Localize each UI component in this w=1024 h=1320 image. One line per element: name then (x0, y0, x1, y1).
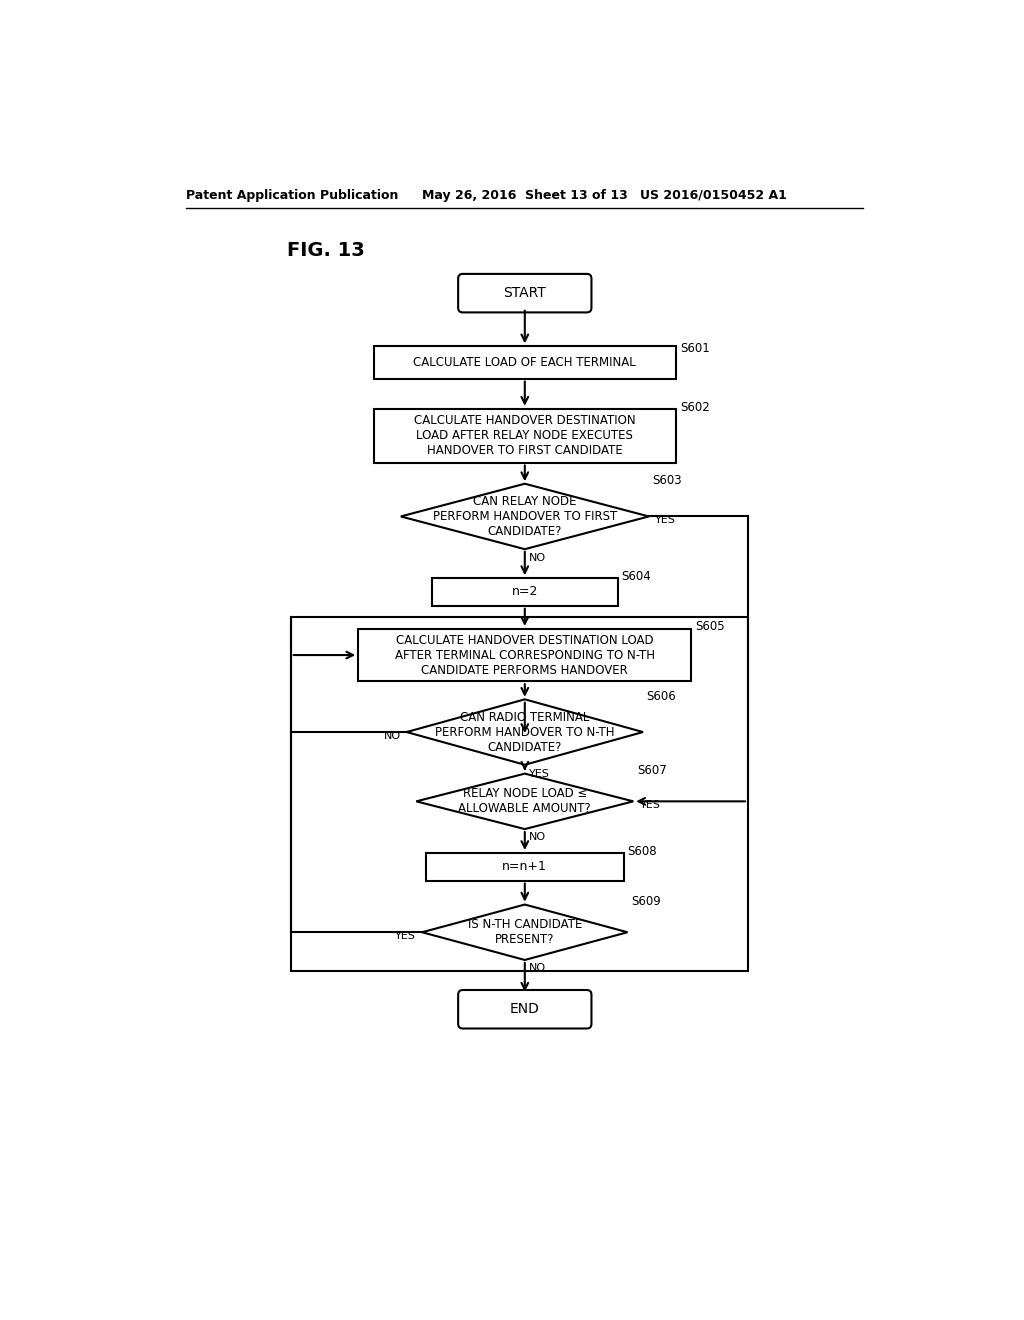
Text: n=2: n=2 (512, 585, 538, 598)
Text: NO: NO (384, 731, 400, 741)
Text: CALCULATE HANDOVER DESTINATION LOAD
AFTER TERMINAL CORRESPONDING TO N-TH
CANDIDA: CALCULATE HANDOVER DESTINATION LOAD AFTE… (395, 634, 654, 677)
Text: S601: S601 (680, 342, 710, 355)
Bar (432, 578, 617, 606)
Bar (374, 346, 676, 379)
Bar (426, 853, 624, 880)
Text: S606: S606 (646, 690, 676, 702)
Text: YES: YES (528, 770, 550, 779)
Text: S609: S609 (631, 895, 660, 908)
Text: NO: NO (528, 553, 546, 564)
Text: Patent Application Publication: Patent Application Publication (186, 189, 398, 202)
Text: S602: S602 (680, 401, 710, 414)
FancyBboxPatch shape (458, 275, 592, 313)
Text: YES: YES (640, 800, 660, 810)
Text: S607: S607 (637, 764, 667, 776)
Text: YES: YES (395, 931, 417, 941)
Text: S605: S605 (695, 620, 725, 634)
Polygon shape (407, 700, 643, 764)
Text: IS N-TH CANDIDATE
PRESENT?: IS N-TH CANDIDATE PRESENT? (468, 919, 582, 946)
Polygon shape (422, 904, 628, 960)
Text: NO: NO (528, 832, 546, 842)
Text: CAN RELAY NODE
PERFORM HANDOVER TO FIRST
CANDIDATE?: CAN RELAY NODE PERFORM HANDOVER TO FIRST… (433, 495, 616, 539)
Text: CALCULATE HANDOVER DESTINATION
LOAD AFTER RELAY NODE EXECUTES
HANDOVER TO FIRST : CALCULATE HANDOVER DESTINATION LOAD AFTE… (414, 414, 636, 457)
Bar (358, 628, 691, 681)
Text: n=n+1: n=n+1 (503, 861, 547, 874)
Text: NO: NO (528, 964, 546, 973)
FancyBboxPatch shape (458, 990, 592, 1028)
Polygon shape (400, 483, 649, 549)
Text: FIG. 13: FIG. 13 (287, 242, 365, 260)
Text: US 2016/0150452 A1: US 2016/0150452 A1 (640, 189, 786, 202)
Bar (374, 409, 676, 462)
Text: CALCULATE LOAD OF EACH TERMINAL: CALCULATE LOAD OF EACH TERMINAL (414, 356, 636, 370)
Text: YES: YES (655, 515, 676, 525)
Text: May 26, 2016  Sheet 13 of 13: May 26, 2016 Sheet 13 of 13 (423, 189, 629, 202)
Text: END: END (510, 1002, 540, 1016)
Bar (291, 616, 748, 970)
Text: S603: S603 (652, 474, 682, 487)
Polygon shape (417, 774, 633, 829)
Text: S608: S608 (627, 845, 656, 858)
Text: S604: S604 (622, 570, 651, 582)
Text: RELAY NODE LOAD ≤
ALLOWABLE AMOUNT?: RELAY NODE LOAD ≤ ALLOWABLE AMOUNT? (459, 787, 591, 816)
Text: START: START (504, 286, 546, 300)
Text: CAN RADIO TERMINAL
PERFORM HANDOVER TO N-TH
CANDIDATE?: CAN RADIO TERMINAL PERFORM HANDOVER TO N… (435, 710, 614, 754)
